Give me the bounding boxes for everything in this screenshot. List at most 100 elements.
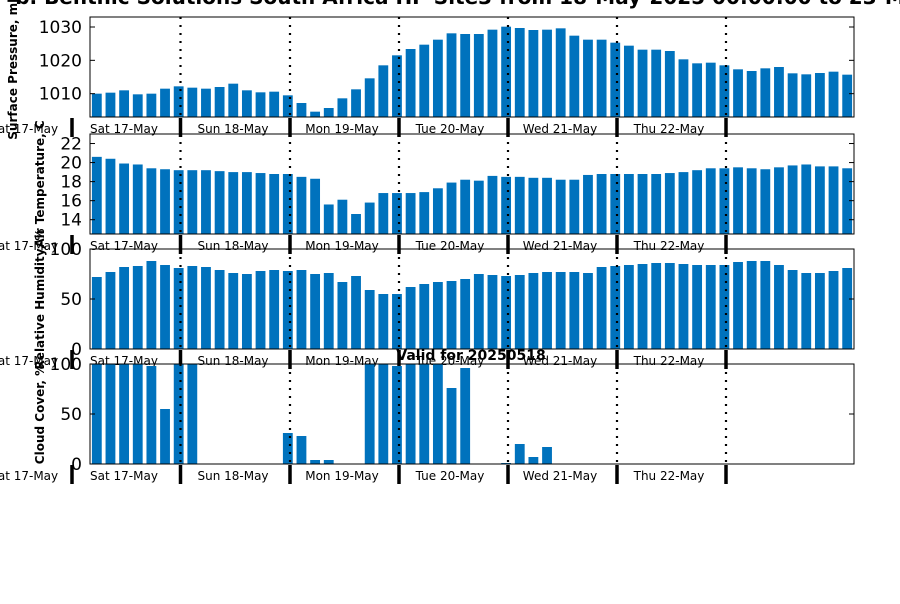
bar-2-51 <box>787 270 798 349</box>
bar-2-10 <box>228 273 239 349</box>
bar-0-18 <box>337 98 348 117</box>
ylabel-0: Surface Pressure, mb <box>6 0 20 140</box>
bar-2-39 <box>623 265 634 349</box>
bar-2-8 <box>201 267 211 349</box>
bar-2-40 <box>637 264 648 349</box>
ylabel-3: Cloud Cover, % <box>33 364 47 464</box>
bar-1-53 <box>814 166 825 234</box>
day-label-0-6: Thu 22-May <box>633 122 705 136</box>
bar-2-14 <box>282 271 293 349</box>
bar-0-39 <box>623 45 634 117</box>
ytick-label-1-1: 16 <box>60 192 82 212</box>
bar-0-5 <box>160 88 170 117</box>
bar-2-53 <box>814 273 825 349</box>
bar-1-41 <box>651 174 662 234</box>
bar-0-3 <box>132 94 143 117</box>
ylabel-1: Air Temperature, C <box>33 120 47 248</box>
bar-3-7 <box>187 364 198 464</box>
bar-0-52 <box>801 74 812 117</box>
bar-0-27 <box>460 34 471 117</box>
bar-0-33 <box>542 29 552 118</box>
bar-2-34 <box>555 272 566 349</box>
bar-0-42 <box>664 51 675 117</box>
bar-2-28 <box>473 274 484 349</box>
bar-0-29 <box>487 29 498 118</box>
bar-1-19 <box>351 214 361 234</box>
bar-3-6 <box>173 364 184 464</box>
bar-1-21 <box>378 193 389 234</box>
day-label-3-4: Tue 20-May <box>415 469 485 483</box>
ytick-label-1-2: 18 <box>60 173 82 193</box>
day-label-0-2: Sun 18-May <box>197 122 268 136</box>
bar-1-27 <box>460 179 471 234</box>
ytick-label-1-3: 20 <box>60 154 82 174</box>
bar-0-51 <box>787 73 798 117</box>
bar-1-6 <box>173 170 184 234</box>
day-label-1-1: Sat 17-May <box>90 239 158 253</box>
bar-3-20 <box>364 364 375 464</box>
bar-0-17 <box>323 108 334 117</box>
bar-0-54 <box>828 71 839 117</box>
bar-1-32 <box>528 177 539 234</box>
bar-3-15 <box>296 436 307 464</box>
bar-0-19 <box>351 89 361 117</box>
bar-1-7 <box>187 170 198 234</box>
bar-2-43 <box>678 264 689 349</box>
day-label-3-2: Sun 18-May <box>197 469 268 483</box>
bar-1-16 <box>310 178 321 234</box>
bar-0-16 <box>310 111 321 117</box>
bar-0-21 <box>378 65 389 117</box>
bar-2-32 <box>528 273 539 349</box>
bar-0-4 <box>146 93 157 117</box>
bar-2-1 <box>105 272 116 349</box>
bar-0-9 <box>214 87 225 117</box>
ytick-label-0-2: 1030 <box>39 18 82 38</box>
bar-0-0 <box>91 93 102 117</box>
bar-1-55 <box>842 168 853 234</box>
bar-2-22 <box>392 294 402 349</box>
bar-2-27 <box>460 279 471 349</box>
bar-1-4 <box>146 168 157 234</box>
bar-2-41 <box>651 263 662 349</box>
bar-0-50 <box>774 67 784 117</box>
ytick-label-1-4: 22 <box>60 135 82 155</box>
bar-2-5 <box>160 265 170 349</box>
bar-0-44 <box>692 63 703 117</box>
bar-2-13 <box>269 270 280 349</box>
bar-3-22 <box>392 366 402 464</box>
bar-1-34 <box>555 179 566 234</box>
bar-0-37 <box>596 39 607 117</box>
bar-2-24 <box>419 284 430 349</box>
day-label-0-4: Tue 20-May <box>415 122 485 136</box>
bar-1-3 <box>132 164 143 234</box>
bar-2-25 <box>432 282 443 349</box>
bar-3-1 <box>105 364 116 464</box>
bar-2-36 <box>583 273 593 349</box>
bar-2-55 <box>842 268 853 349</box>
day-label-3-3: Mon 19-May <box>305 469 379 483</box>
bar-2-54 <box>828 271 839 349</box>
bar-1-48 <box>746 168 757 234</box>
day-label-1-5: Wed 21-May <box>523 239 597 253</box>
bar-0-35 <box>569 35 580 117</box>
bar-3-2 <box>119 364 130 464</box>
bar-0-15 <box>296 103 307 117</box>
bar-2-21 <box>378 294 389 349</box>
ytick-label-2-1: 50 <box>60 290 82 310</box>
bar-1-51 <box>787 165 798 234</box>
bar-2-20 <box>364 290 375 349</box>
bar-2-15 <box>296 270 307 349</box>
bar-1-35 <box>569 179 580 234</box>
day-label-0-5: Wed 21-May <box>523 122 597 136</box>
bar-0-11 <box>241 90 252 117</box>
bar-3-3 <box>132 364 143 464</box>
bar-2-12 <box>255 271 266 349</box>
bar-1-43 <box>678 172 689 234</box>
bar-2-44 <box>692 265 703 349</box>
bar-0-41 <box>651 49 662 117</box>
bar-1-20 <box>364 202 375 234</box>
bar-2-38 <box>610 266 621 349</box>
bar-2-45 <box>705 265 716 349</box>
bar-1-33 <box>542 177 552 234</box>
